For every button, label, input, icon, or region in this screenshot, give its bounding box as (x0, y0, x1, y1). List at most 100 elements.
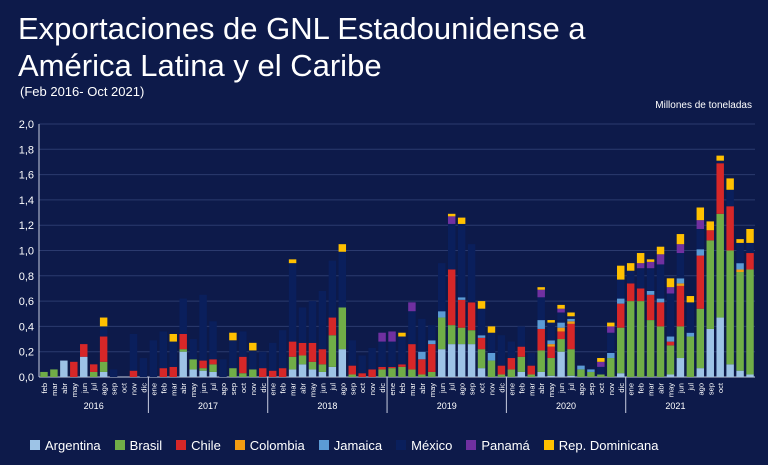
bar-segment (358, 355, 366, 374)
bar-segment (368, 347, 376, 370)
bar-segment (348, 374, 356, 377)
bar-segment (70, 361, 78, 377)
bar-segment (438, 317, 446, 350)
bar-segment (716, 160, 724, 164)
bar-segment (418, 351, 426, 360)
bar-segment (249, 369, 257, 377)
bar-segment (676, 283, 685, 286)
bar-segment (746, 242, 754, 254)
bar-segment (388, 368, 396, 377)
x-tick-label: sep (348, 383, 357, 395)
year-label: 2019 (437, 401, 457, 411)
legend-label: Rep. Dominicana (558, 437, 659, 453)
bar-segment (457, 297, 466, 300)
y-tick-label: 2,0 (19, 119, 34, 131)
bar-segment (696, 255, 705, 309)
y-tick-label: 1,4 (19, 195, 34, 207)
bar-segment (537, 289, 545, 298)
bar-segment (249, 342, 257, 351)
x-tick-label: nov (368, 383, 377, 395)
bar-segment (308, 301, 317, 343)
bar-segment (428, 344, 436, 372)
bar-segment (219, 359, 227, 377)
bar-segment (736, 272, 744, 371)
y-tick-label: 1,2 (19, 220, 34, 232)
bar-segment (408, 311, 416, 345)
year-label: 2017 (198, 401, 218, 411)
bar-segment (636, 253, 645, 264)
bar-segment (288, 369, 297, 377)
bar-segment (378, 341, 386, 367)
bar-segment (388, 331, 396, 342)
bar-segment (666, 374, 675, 377)
bar-segment (726, 364, 734, 377)
y-tick-label: 0,4 (19, 321, 34, 333)
x-tick-label: ago (577, 383, 586, 396)
bar-segment (199, 370, 207, 377)
bar-segment (547, 344, 555, 347)
x-tick-label: oct (478, 382, 487, 393)
bar-segment (89, 364, 98, 372)
y-tick-label: 0,8 (19, 271, 34, 283)
bar-segment (507, 358, 516, 370)
x-tick-label: ago (219, 383, 228, 396)
bar-segment (656, 264, 665, 299)
bar-segment (706, 230, 714, 241)
bar-segment (318, 364, 327, 372)
x-tick-label: ago (100, 383, 109, 396)
x-tick-label: abr (537, 383, 546, 394)
x-tick-label: nov (607, 383, 616, 395)
bar-segment (457, 217, 466, 224)
bar-segment (89, 371, 98, 377)
bar-segment (199, 360, 207, 369)
bar-segment (169, 333, 177, 342)
bar-segment (338, 349, 347, 377)
bar-segment (298, 342, 307, 356)
x-tick-label: may (70, 383, 79, 397)
bar-segment (696, 207, 705, 221)
bar-segment (179, 298, 187, 334)
bar-segment (447, 223, 456, 270)
bar-segment (557, 304, 565, 309)
x-tick-label: nov (129, 383, 138, 395)
bar-segment (487, 332, 496, 353)
bar-segment (617, 373, 625, 377)
bar-segment (229, 332, 237, 341)
bar-segment (378, 369, 386, 377)
bar-segment (467, 344, 476, 377)
x-tick-label: oct (358, 382, 367, 393)
bar-segment (736, 370, 744, 377)
bar-segment (388, 341, 396, 367)
bar-segment (169, 341, 177, 367)
bar-segment (626, 301, 635, 377)
bar-segment (517, 346, 526, 357)
bar-segment (736, 269, 744, 273)
x-tick-label: abr (657, 383, 666, 394)
bar-segment (537, 371, 545, 377)
bar-segment (308, 369, 317, 377)
x-tick-label: may (189, 383, 198, 397)
year-label: 2021 (665, 401, 685, 411)
bar-segment (626, 263, 635, 271)
legend-label: Jamaica (333, 437, 383, 453)
bar-segment (567, 312, 575, 317)
legend-swatch (114, 440, 125, 450)
bar-segment (646, 320, 655, 377)
bar-segment (617, 265, 625, 280)
bar-segment (547, 340, 555, 345)
bar-segment (666, 278, 675, 288)
bar-segment (617, 303, 625, 328)
bar-segment (497, 365, 506, 375)
bar-segment (587, 371, 595, 377)
bar-segment (60, 360, 68, 377)
bar-segment (278, 368, 287, 377)
x-tick-label: ene (388, 383, 397, 396)
legend-item: México (396, 436, 452, 454)
bar-segment (577, 365, 585, 370)
bar-segment (537, 328, 545, 351)
x-tick-label: oct (716, 382, 725, 393)
x-tick-label: ago (696, 383, 705, 396)
bar-segment (378, 366, 386, 370)
x-tick-label: jul (567, 383, 576, 392)
bar-segment (239, 373, 247, 377)
